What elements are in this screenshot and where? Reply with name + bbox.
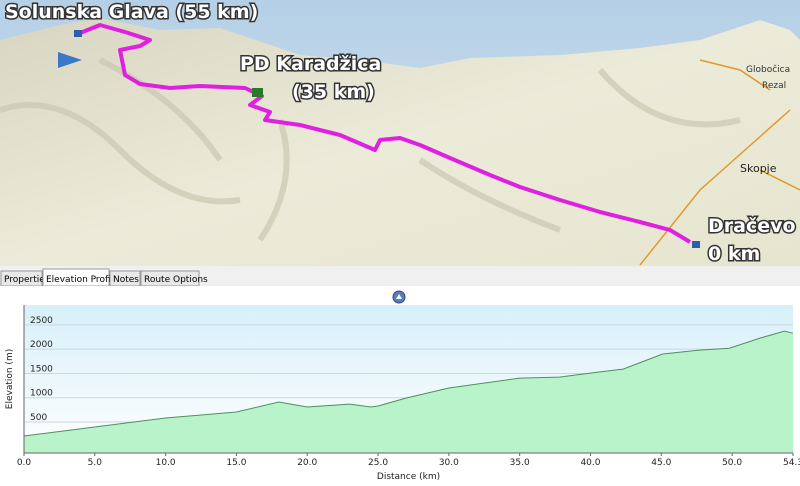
y-tick-label: 1000 bbox=[30, 389, 53, 399]
map-label: PD Karadžica bbox=[240, 53, 381, 75]
x-tick-label: 5.0 bbox=[88, 458, 103, 468]
elevation-area bbox=[24, 331, 793, 453]
x-tick-label: 40.0 bbox=[580, 458, 600, 468]
flag-summit bbox=[74, 30, 82, 37]
roads bbox=[639, 59, 800, 266]
x-tick-label: 25.0 bbox=[368, 458, 388, 468]
map-place: Rezal bbox=[762, 81, 786, 91]
y-tick-label: 1500 bbox=[30, 364, 53, 374]
tab-label: Elevation Profile bbox=[46, 275, 119, 285]
x-tick-label: 20.0 bbox=[297, 458, 317, 468]
view-marker bbox=[58, 52, 82, 68]
x-tick-label: 35.0 bbox=[510, 458, 530, 468]
map-label: (35 km) bbox=[292, 81, 375, 103]
x-tick-label: 15.0 bbox=[226, 458, 246, 468]
collapse-arrow bbox=[396, 294, 402, 299]
flag-start bbox=[692, 241, 700, 248]
x-tick-label: 50.0 bbox=[722, 458, 742, 468]
map-label: Solunska Glava (55 km) bbox=[5, 1, 258, 23]
tab-label: Properties bbox=[4, 275, 50, 285]
x-axis-label: Distance (km) bbox=[377, 472, 440, 482]
map-label: 0 km bbox=[708, 243, 760, 265]
map-view[interactable]: Solunska Glava (55 km) PD Karadžica (35 … bbox=[0, 0, 800, 267]
y-tick-label: 2000 bbox=[30, 340, 53, 350]
tab-label: Notes bbox=[113, 275, 139, 285]
elevation-line bbox=[23, 330, 794, 437]
y-axis-label: Elevation (m) bbox=[5, 349, 15, 409]
y-tick-label: 500 bbox=[30, 413, 47, 423]
route bbox=[79, 23, 692, 244]
elevation-chart: 500 1000 1500 2000 2500 0.0 5.0 10.0 15.0 20.0 25.… bbox=[5, 305, 800, 482]
x-tick-label: 10.0 bbox=[156, 458, 176, 468]
map-place: Skopje bbox=[740, 162, 777, 175]
x-tick-label: 0.0 bbox=[17, 458, 32, 468]
map-label: Dračevo bbox=[708, 215, 796, 237]
x-tick-label: 30.0 bbox=[439, 458, 459, 468]
tab-label: Route Options bbox=[144, 275, 208, 285]
y-tick-label: 2500 bbox=[30, 316, 53, 326]
terrain bbox=[0, 18, 800, 266]
x-tick-label: 45.0 bbox=[651, 458, 671, 468]
x-tick-label: 54.3 bbox=[783, 458, 800, 468]
map-place: Globočica bbox=[746, 64, 790, 75]
terrain-shading bbox=[0, 57, 741, 242]
hut-icon bbox=[252, 88, 263, 97]
